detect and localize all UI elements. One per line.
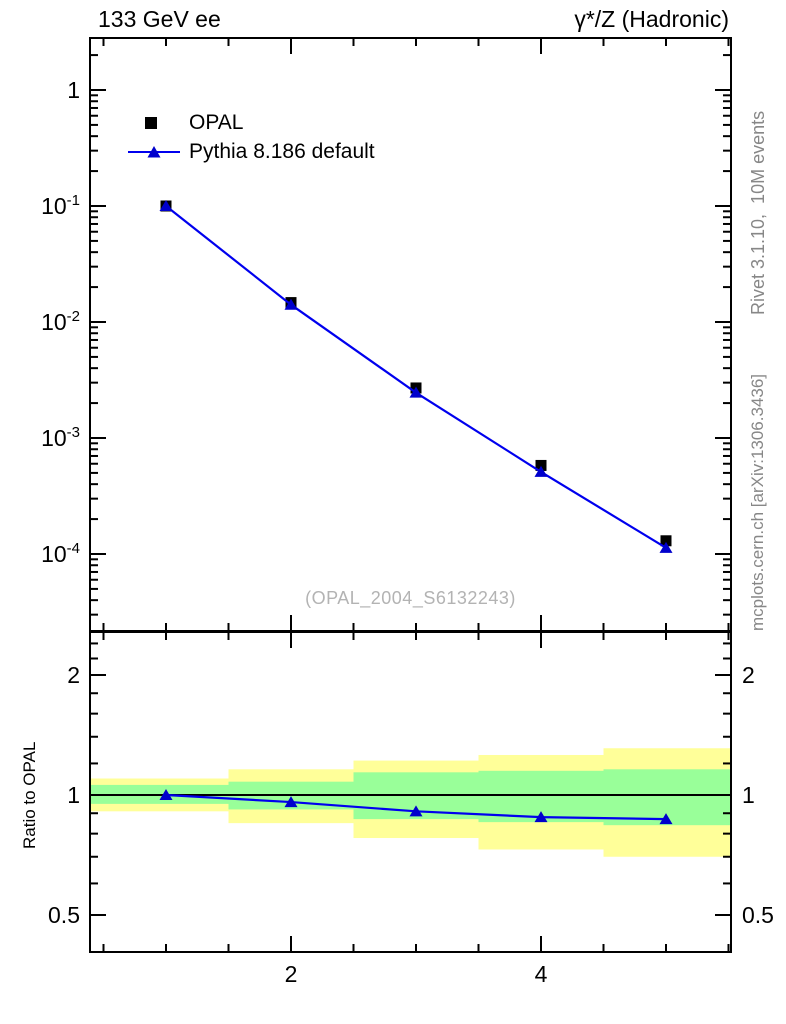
svg-text:0.5: 0.5 <box>48 902 80 928</box>
svg-text:2: 2 <box>742 662 755 688</box>
plot-title-right: γ*/Z (Hadronic) <box>574 6 729 32</box>
svg-text:0.5: 0.5 <box>742 902 774 928</box>
svg-text:1: 1 <box>67 782 80 808</box>
svg-text:1: 1 <box>67 77 80 103</box>
svg-text:10-1: 10-1 <box>41 192 80 219</box>
svg-text:4: 4 <box>535 961 548 987</box>
svg-text:1: 1 <box>742 782 755 808</box>
svg-text:2: 2 <box>285 961 298 987</box>
ratio-axis-title: Ratio to OPAL <box>20 741 39 849</box>
legend-label-mc: Pythia 8.186 default <box>189 139 375 163</box>
square-marker-icon <box>145 116 157 129</box>
svg-text:10-3: 10-3 <box>41 424 80 451</box>
legend-item-data: OPAL <box>128 108 375 137</box>
triangle-line-marker-icon <box>128 145 180 157</box>
svg-text:10-4: 10-4 <box>41 540 80 567</box>
mcplots-arxiv-credit: mcplots.cern.ch [arXiv:1306.3436] <box>748 373 767 631</box>
legend: OPAL Pythia 8.186 default <box>128 108 375 166</box>
legend-label-data: OPAL <box>189 110 244 134</box>
analysis-watermark: (OPAL_2004_S6132243) <box>305 588 516 608</box>
rivet-version-credit: Rivet 3.1.10, 10M events <box>748 110 768 315</box>
plot-title-left: 133 GeV ee <box>98 6 221 32</box>
svg-text:10-2: 10-2 <box>41 308 80 335</box>
svg-text:2: 2 <box>67 662 80 688</box>
legend-item-mc: Pythia 8.186 default <box>128 137 375 166</box>
